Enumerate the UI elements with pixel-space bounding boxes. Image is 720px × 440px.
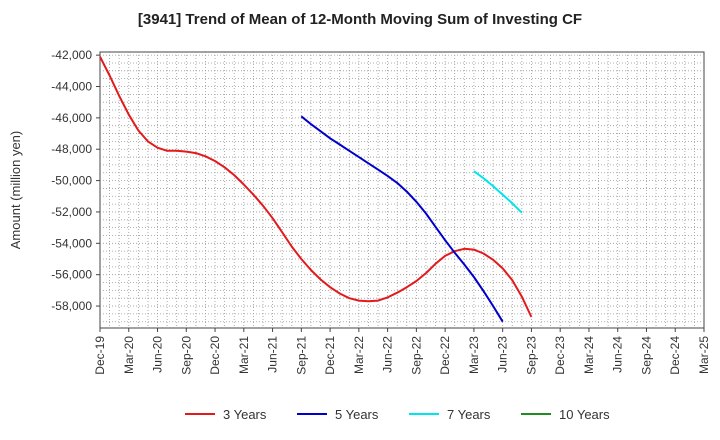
y-tick-label: -50,000 <box>51 174 92 188</box>
x-tick-label: Dec-21 <box>323 336 337 375</box>
x-tick-label: Mar-24 <box>582 336 596 374</box>
x-tick-label: Jun-20 <box>151 336 165 373</box>
x-tick-label: Sep-22 <box>409 336 423 375</box>
y-tick-label: -54,000 <box>51 236 92 250</box>
legend-label-10-years: 10 Years <box>559 407 610 422</box>
y-tick-label: -48,000 <box>51 142 92 156</box>
series-lines <box>99 56 533 323</box>
x-tick-label: Jun-24 <box>611 336 625 373</box>
y-axis: -42,000 -44,000 -46,000 -48,000 -50,000 -52,0… <box>51 48 100 313</box>
x-tick-label: Sep-21 <box>294 336 308 375</box>
grid <box>100 52 704 328</box>
y-tick-label: -52,000 <box>51 205 92 219</box>
y-tick-label: -56,000 <box>51 268 92 282</box>
series-line-5-years <box>300 115 504 323</box>
x-tick-label: Jun-23 <box>496 336 510 373</box>
plot-area <box>99 51 705 329</box>
x-tick-label: Mar-20 <box>122 336 136 374</box>
x-tick-label: Dec-22 <box>438 336 452 375</box>
legend: 3 Years 5 Years 7 Years 10 Years <box>185 407 610 422</box>
x-axis: Dec-19 Mar-20 Jun-20 Sep-20 Dec-20 Mar-21 Jun-… <box>93 328 711 375</box>
y-tick-label: -44,000 <box>51 80 92 94</box>
x-tick-label: Mar-23 <box>467 336 481 374</box>
x-tick-label: Dec-23 <box>553 336 567 375</box>
x-tick-label: Dec-20 <box>208 336 222 375</box>
y-tick-label: -42,000 <box>51 48 92 62</box>
x-tick-label: Jun-21 <box>266 336 280 373</box>
series-line-7-years <box>473 170 523 214</box>
x-tick-label: Mar-25 <box>697 336 711 374</box>
x-tick-label: Dec-19 <box>93 336 107 375</box>
x-tick-label: Sep-23 <box>524 336 538 375</box>
chart-title: [3941] Trend of Mean of 12-Month Moving … <box>138 11 582 28</box>
legend-label-7-years: 7 Years <box>447 407 491 422</box>
series-line-3-years <box>99 56 533 318</box>
legend-label-3-years: 3 Years <box>223 407 267 422</box>
x-tick-label: Mar-22 <box>352 336 366 374</box>
y-tick-label: -58,000 <box>51 299 92 313</box>
x-tick-label: Mar-21 <box>237 336 251 374</box>
legend-label-5-years: 5 Years <box>335 407 379 422</box>
x-tick-label: Sep-20 <box>179 336 193 375</box>
y-tick-label: -46,000 <box>51 111 92 125</box>
x-tick-label: Dec-24 <box>668 336 682 375</box>
y-axis-label: Amount (million yen) <box>8 131 23 250</box>
x-tick-label: Jun-22 <box>381 336 395 373</box>
x-tick-label: Sep-24 <box>639 336 653 375</box>
